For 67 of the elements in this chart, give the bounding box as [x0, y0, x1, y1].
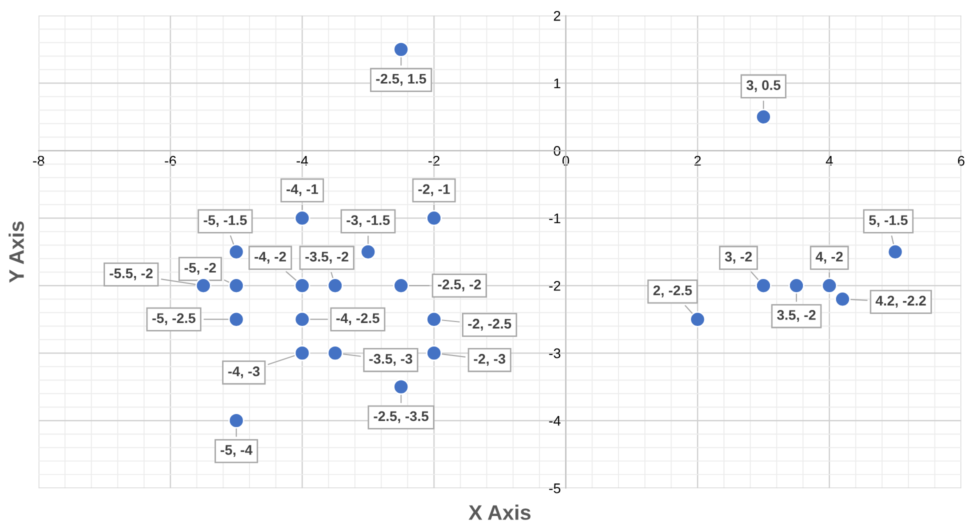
data-label: -5, -4: [220, 445, 252, 457]
point: [294, 311, 310, 328]
y-axis-title: Y Axis: [8, 221, 24, 283]
point: [327, 345, 344, 362]
y-tick-label: -5: [549, 484, 560, 494]
data-label: 3.5, -2: [777, 310, 816, 322]
point: [294, 278, 310, 294]
x-tick-label: -6: [164, 156, 176, 166]
data-label: 5, -1.5: [869, 215, 908, 228]
data-label: -4, -1: [286, 184, 318, 196]
y-tick-label: 0: [554, 146, 560, 156]
data-label: -5, -2: [184, 262, 216, 275]
data-label: 4.2, -2.2: [876, 296, 926, 308]
point: [821, 278, 838, 294]
x-tick-label: 2: [694, 156, 701, 166]
y-tick-label: -2: [549, 280, 560, 291]
point: [393, 278, 410, 294]
y-tick-label: 2: [554, 10, 560, 21]
data-label: 4, -2: [816, 252, 843, 264]
data-label: -5, -1.5: [204, 215, 247, 228]
point: [426, 345, 442, 362]
x-tick-label: -2: [428, 156, 440, 166]
x-axis-title: X Axis: [468, 504, 531, 520]
data-label: -2.5, -2: [438, 280, 481, 292]
point: [426, 311, 442, 328]
data-label: 3, -2: [724, 252, 752, 264]
data-label: -3.5, -2: [305, 252, 348, 264]
data-label: -2, -2.5: [468, 318, 512, 331]
point: [294, 345, 310, 362]
point: [393, 41, 410, 58]
point: [228, 311, 244, 328]
point: [228, 412, 244, 429]
data-label: -2.5, -3.5: [374, 411, 428, 424]
x-tick-label: 6: [958, 156, 964, 166]
data-label: -5, -2.5: [152, 313, 196, 326]
point: [887, 244, 904, 260]
point: [360, 244, 376, 260]
point: [393, 378, 410, 395]
data-label: -2, -3: [474, 354, 506, 366]
data-label: -4, -2.5: [336, 313, 380, 326]
data-label: -4, -3: [228, 366, 260, 378]
point: [228, 278, 244, 294]
point: [756, 108, 772, 125]
data-label: 3, 0.5: [746, 80, 780, 92]
point: [690, 311, 706, 328]
data-label: -2, -1: [418, 184, 450, 196]
data-label: -3, -1.5: [346, 215, 390, 228]
point: [426, 210, 442, 226]
point: [834, 291, 851, 308]
y-tick-label: -4: [549, 416, 561, 426]
data-label: -4, -2: [254, 252, 286, 264]
x-tick-label: -8: [33, 156, 44, 166]
x-tick-label: -4: [296, 156, 308, 166]
data-label: -5.5, -2: [110, 268, 153, 280]
data-label: -2.5, 1.5: [376, 74, 426, 86]
point: [294, 210, 310, 226]
point: [228, 244, 244, 260]
data-label: 2, -2.5: [653, 285, 692, 298]
y-tick-label: 1: [554, 78, 560, 88]
data-label: -3.5, -3: [369, 354, 412, 366]
point: [756, 278, 772, 294]
point: [195, 278, 212, 294]
y-tick-label: -1: [549, 214, 560, 224]
x-tick-label: 4: [826, 156, 833, 166]
point: [327, 278, 344, 294]
y-tick-label: -3: [549, 348, 560, 358]
point: [788, 278, 804, 294]
